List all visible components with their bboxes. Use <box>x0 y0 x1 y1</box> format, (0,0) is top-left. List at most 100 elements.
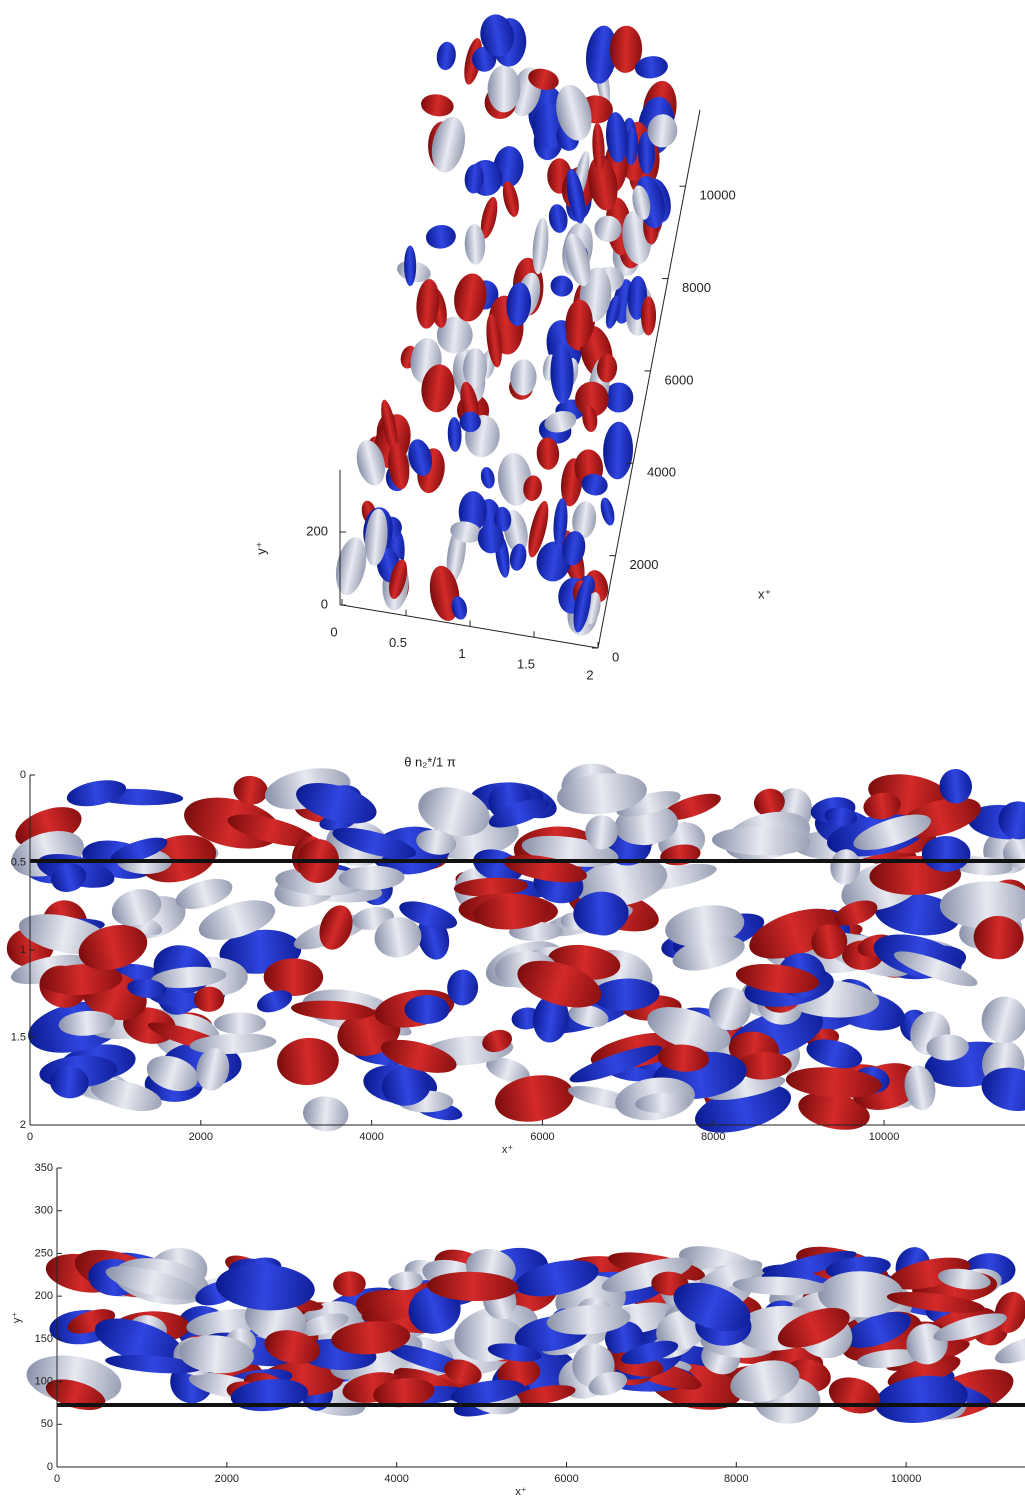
isosurface-blob <box>566 168 586 224</box>
isosurface-blob <box>297 1313 349 1336</box>
isosurface-blob <box>296 782 377 824</box>
y-tick-label: 1 <box>20 944 26 956</box>
isosurface-blob <box>939 881 1025 929</box>
isosurface-blob <box>544 411 577 433</box>
isosurface-blob <box>600 497 615 526</box>
isosurface-blob <box>824 807 858 827</box>
isosurface-blob <box>661 793 721 821</box>
isosurface-blob <box>146 1055 199 1092</box>
isosurface-blob <box>706 1075 786 1101</box>
isosurface-blob <box>981 1067 1025 1111</box>
x-axis <box>597 109 701 649</box>
isosurface-blob <box>604 382 634 413</box>
isosurface-blob <box>497 1358 541 1388</box>
isosurface-blob <box>277 1037 339 1086</box>
isosurface-blob <box>609 25 643 73</box>
isosurface-blob <box>640 296 657 336</box>
isosurface-blob <box>404 245 417 287</box>
isosurface-blob <box>480 196 498 239</box>
z-tick-label: 1.5 <box>517 657 535 672</box>
isosurface-blob <box>486 1057 530 1083</box>
isosurface-blob <box>708 987 751 1031</box>
x-tick-label: 2000 <box>215 1473 239 1485</box>
isosurface-blob <box>421 364 455 413</box>
isosurface-blob <box>588 1371 628 1396</box>
isosurface-blob <box>736 1052 792 1080</box>
isosurface-blob <box>111 889 162 927</box>
isosurface-blob <box>995 1335 1025 1364</box>
x-tick-label: 10000 <box>891 1473 922 1485</box>
y-tick-label: 350 <box>35 1162 53 1174</box>
isosurface-blob <box>178 1335 254 1374</box>
isosurface-blob <box>594 215 622 243</box>
isosurface-blob <box>536 437 560 470</box>
isosurface-blob <box>517 960 602 1008</box>
z-tick-label: 0.5 <box>389 635 407 650</box>
isosurface-blob <box>605 112 628 163</box>
isosurface-blob <box>488 798 550 828</box>
isosurface-blob <box>381 399 398 453</box>
isosurface-blob <box>509 543 527 571</box>
isosurface-blob <box>592 122 605 173</box>
isosurface-blob <box>374 917 422 958</box>
y-tick-label: 2 <box>20 1119 26 1131</box>
isosurface-blob <box>845 1312 911 1348</box>
isosurface-blob <box>356 440 386 486</box>
isosurface-blob <box>591 978 660 1011</box>
isosurface-blob <box>806 1039 863 1069</box>
isosurface-blob <box>672 936 745 971</box>
isosurface-blob <box>548 204 568 233</box>
isosurface-blob <box>40 964 123 995</box>
isosurface-blob <box>550 275 574 297</box>
isosurface-blob <box>444 1359 482 1385</box>
isosurface-blob <box>973 915 1024 960</box>
isosurface-blob <box>732 1276 826 1296</box>
isosurface-blob <box>453 877 528 897</box>
isosurface-blob <box>562 531 586 566</box>
isosurface-blob <box>381 1065 431 1106</box>
z-tick-label: 1 <box>458 646 465 661</box>
isosurface-blob <box>198 900 276 940</box>
isosurface-blob <box>828 1377 881 1414</box>
y-axis-label: y⁺ <box>11 1312 23 1324</box>
isosurface-blob <box>536 541 571 582</box>
isosurface-blob <box>464 164 484 194</box>
x-tick-label: 4000 <box>359 1131 383 1143</box>
isosurface-blob <box>408 439 433 476</box>
x-axis-label: x⁺ <box>515 1486 527 1498</box>
x-tick-label: 4000 <box>647 465 676 480</box>
isosurface-blob <box>431 116 466 173</box>
isosurface-blob <box>416 279 440 329</box>
isosurface-blob <box>399 901 458 929</box>
isosurface-blob <box>834 900 878 926</box>
isosurface-blob <box>51 863 87 892</box>
isosurface-blob <box>215 1264 315 1311</box>
isosurface-blob <box>546 1304 631 1335</box>
isosurface-blob <box>487 65 521 113</box>
isosurface-blob <box>264 1330 321 1364</box>
x-tick-label: 8000 <box>682 280 711 295</box>
isosurface-blob <box>436 316 473 354</box>
isosurface-blob <box>105 1354 203 1374</box>
isosurface-blob <box>373 1378 435 1408</box>
x-tick-label: 0 <box>612 649 619 664</box>
isosurface-blob <box>263 958 324 997</box>
isosurface-blob <box>335 537 367 596</box>
isosurface-blob <box>502 181 519 217</box>
isosurface-blob <box>853 814 932 851</box>
y-tick-label: 0 <box>20 769 26 781</box>
isosurface-blob <box>565 299 593 348</box>
isosurface-blob <box>291 1000 375 1020</box>
isosurface-blob <box>735 964 820 994</box>
isosurface-blob <box>447 417 462 452</box>
isosurface-blob <box>194 986 225 1012</box>
isosurface-blob <box>480 14 514 57</box>
x-tick-label: 0 <box>54 1473 60 1485</box>
isosurface-blob <box>404 994 450 1024</box>
y-tick-label: 150 <box>35 1333 53 1345</box>
x-tick-label: 2000 <box>630 557 659 572</box>
isosurface-blob <box>856 1349 921 1368</box>
y-axis-label: y⁺ <box>253 541 268 554</box>
isosurface-blob <box>49 1066 89 1099</box>
